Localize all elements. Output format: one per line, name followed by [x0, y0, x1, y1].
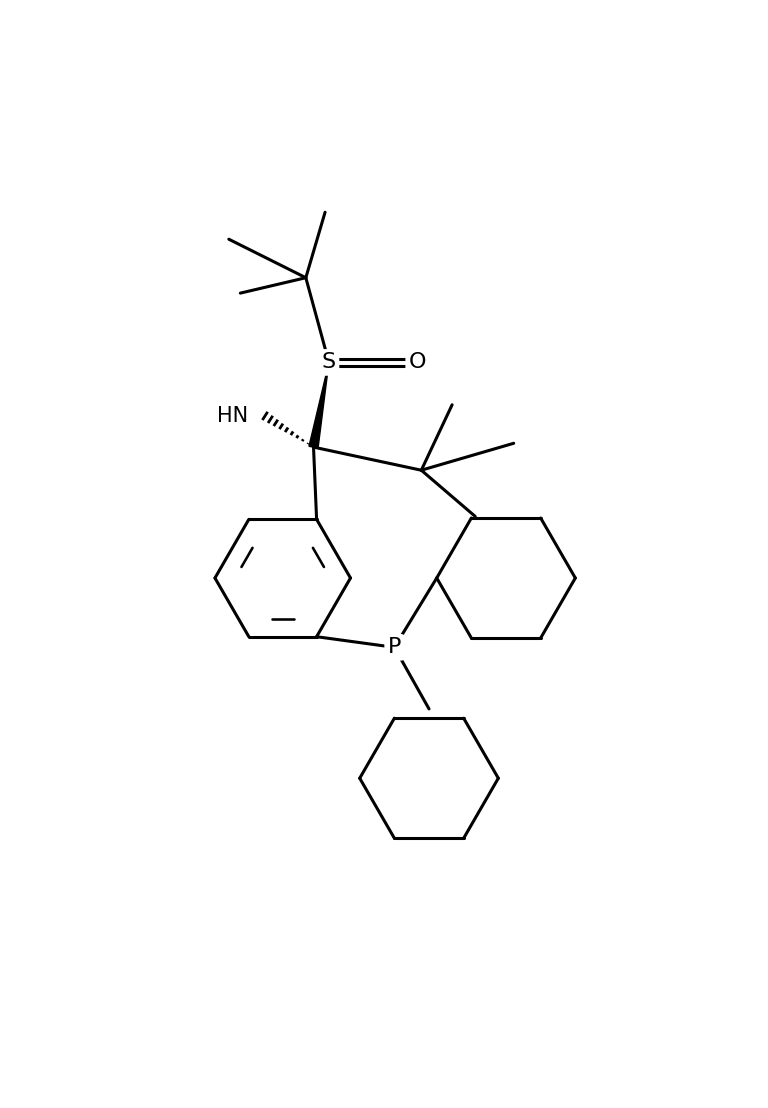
- Polygon shape: [309, 362, 329, 448]
- Text: HN: HN: [217, 407, 248, 427]
- Text: P: P: [388, 637, 401, 657]
- Text: S: S: [322, 352, 336, 372]
- Text: O: O: [409, 352, 426, 372]
